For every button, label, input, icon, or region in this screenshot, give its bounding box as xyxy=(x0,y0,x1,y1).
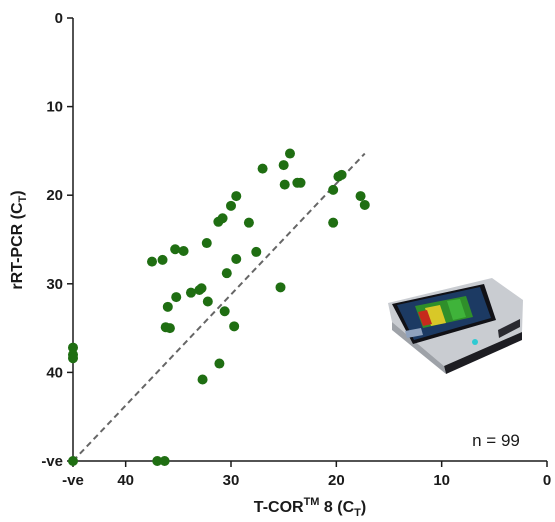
data-point xyxy=(157,254,168,265)
device-image xyxy=(388,278,523,374)
data-point xyxy=(202,296,213,307)
data-point xyxy=(164,323,175,334)
x-tick-label: 40 xyxy=(117,472,134,489)
x-axis-title-sub: T xyxy=(354,507,361,519)
x-axis-title-mid: 8 (C xyxy=(319,499,354,516)
data-point xyxy=(295,177,306,188)
x-tick-label: 10 xyxy=(433,472,450,489)
data-point xyxy=(278,160,289,171)
data-point xyxy=(171,292,182,303)
y-tick-label: -ve xyxy=(41,453,63,470)
data-point xyxy=(147,256,157,267)
y-tick-label: 30 xyxy=(46,276,63,293)
y-tick-label: 20 xyxy=(46,187,63,204)
data-point xyxy=(152,456,163,466)
y-tick-label: 0 xyxy=(55,10,63,27)
data-point xyxy=(275,282,286,293)
data-point xyxy=(68,342,78,353)
data-point xyxy=(201,238,212,249)
data-point xyxy=(328,184,339,195)
x-axis-title-main: T-COR xyxy=(254,499,304,516)
sample-size-annotation: n = 99 xyxy=(472,431,520,450)
trendline-group xyxy=(72,152,366,462)
data-point xyxy=(162,301,173,312)
x-tick-label: -ve xyxy=(62,472,84,489)
ticks: -ve 40 30 20 10 0 0 10 20 30 40 -ve xyxy=(41,10,551,489)
y-axis-title-main: rRT-PCR (C xyxy=(9,202,26,290)
data-point xyxy=(68,456,78,466)
y-tick-label: 40 xyxy=(46,364,63,381)
data-point xyxy=(217,213,228,224)
data-point xyxy=(214,358,225,369)
data-point xyxy=(251,246,262,257)
data-point xyxy=(231,253,242,264)
y-tick-label: 10 xyxy=(46,99,63,116)
data-point xyxy=(221,268,232,279)
data-point xyxy=(359,199,370,210)
x-axis-title-end: ) xyxy=(361,499,366,516)
data-point xyxy=(231,191,242,202)
y-axis-title-sub: T xyxy=(17,195,29,202)
data-point xyxy=(159,456,170,466)
data-points xyxy=(68,148,370,466)
data-point xyxy=(328,217,339,228)
data-point xyxy=(279,179,290,190)
data-point xyxy=(178,246,189,257)
data-point xyxy=(284,148,295,159)
data-point xyxy=(243,217,254,228)
axes xyxy=(72,18,547,462)
data-point xyxy=(226,200,236,211)
data-point xyxy=(185,287,196,298)
y-axis-title: rRT-PCR (CT) xyxy=(9,190,29,289)
data-point xyxy=(219,306,230,317)
data-point xyxy=(68,353,78,364)
data-point xyxy=(355,191,366,202)
data-point xyxy=(196,283,207,294)
x-tick-label: 0 xyxy=(543,472,551,489)
y-axis-title-end: ) xyxy=(9,190,26,195)
trendline xyxy=(72,152,366,462)
data-point xyxy=(257,163,268,174)
data-point xyxy=(170,244,181,255)
data-point xyxy=(197,374,208,385)
data-point xyxy=(336,169,347,180)
x-tick-label: 30 xyxy=(223,472,240,489)
x-axis-title: T-CORTM 8 (CT) xyxy=(254,496,366,519)
x-tick-label: 20 xyxy=(328,472,345,489)
data-point xyxy=(229,321,240,332)
x-axis-title-sup: TM xyxy=(304,496,320,508)
